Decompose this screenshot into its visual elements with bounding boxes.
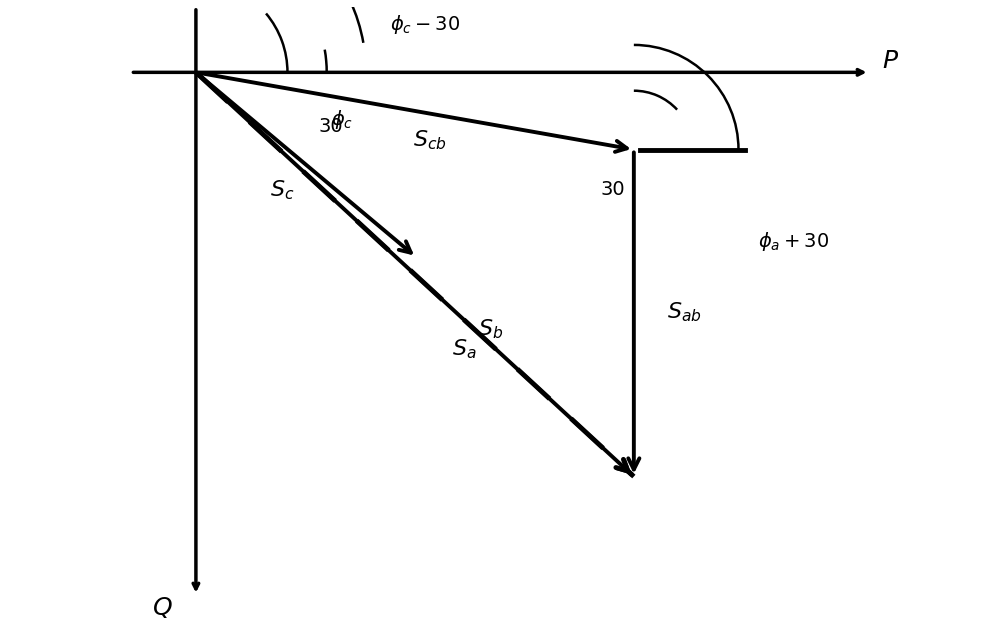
Text: $S_b$: $S_b$	[478, 318, 504, 341]
Text: 30: 30	[318, 117, 343, 136]
Text: $\phi_c - 30$: $\phi_c - 30$	[390, 13, 460, 36]
Text: $S_c$: $S_c$	[270, 178, 295, 202]
Text: $S_{ab}$: $S_{ab}$	[667, 300, 701, 323]
Text: $\phi_c$: $\phi_c$	[331, 108, 354, 131]
Text: Q: Q	[153, 596, 173, 620]
Text: P: P	[883, 48, 898, 72]
Text: $S_a$: $S_a$	[452, 337, 476, 360]
Text: $\phi_a + 30$: $\phi_a + 30$	[758, 230, 829, 253]
Text: $S_{cb}$: $S_{cb}$	[413, 128, 447, 152]
Text: 30: 30	[601, 180, 625, 199]
